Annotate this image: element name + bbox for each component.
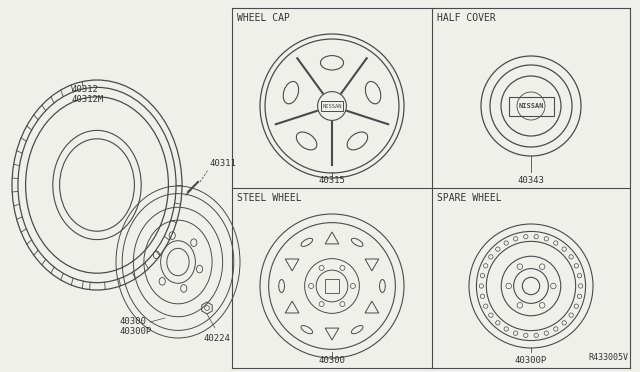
Text: 40300P: 40300P — [515, 356, 547, 365]
Text: 40311: 40311 — [210, 160, 237, 169]
Text: STEEL WHEEL: STEEL WHEEL — [237, 193, 301, 203]
Text: NISSAN: NISSAN — [518, 103, 544, 109]
Text: SPARE WHEEL: SPARE WHEEL — [437, 193, 502, 203]
Bar — [325, 279, 339, 293]
Text: WHEEL CAP: WHEEL CAP — [237, 13, 290, 23]
Text: HALF COVER: HALF COVER — [437, 13, 496, 23]
Text: R433005V: R433005V — [588, 353, 628, 362]
Text: 40224: 40224 — [204, 334, 230, 343]
Text: 40343: 40343 — [518, 176, 545, 185]
Text: NISSAN: NISSAN — [323, 103, 342, 109]
Text: 40300P: 40300P — [120, 327, 152, 337]
Text: 40312M: 40312M — [72, 96, 104, 105]
Text: 40300: 40300 — [120, 317, 147, 327]
Text: 40312: 40312 — [72, 86, 99, 94]
Text: 40300: 40300 — [319, 356, 346, 365]
Bar — [321, 101, 343, 111]
Text: 40315: 40315 — [319, 176, 346, 185]
Bar — [509, 96, 554, 115]
